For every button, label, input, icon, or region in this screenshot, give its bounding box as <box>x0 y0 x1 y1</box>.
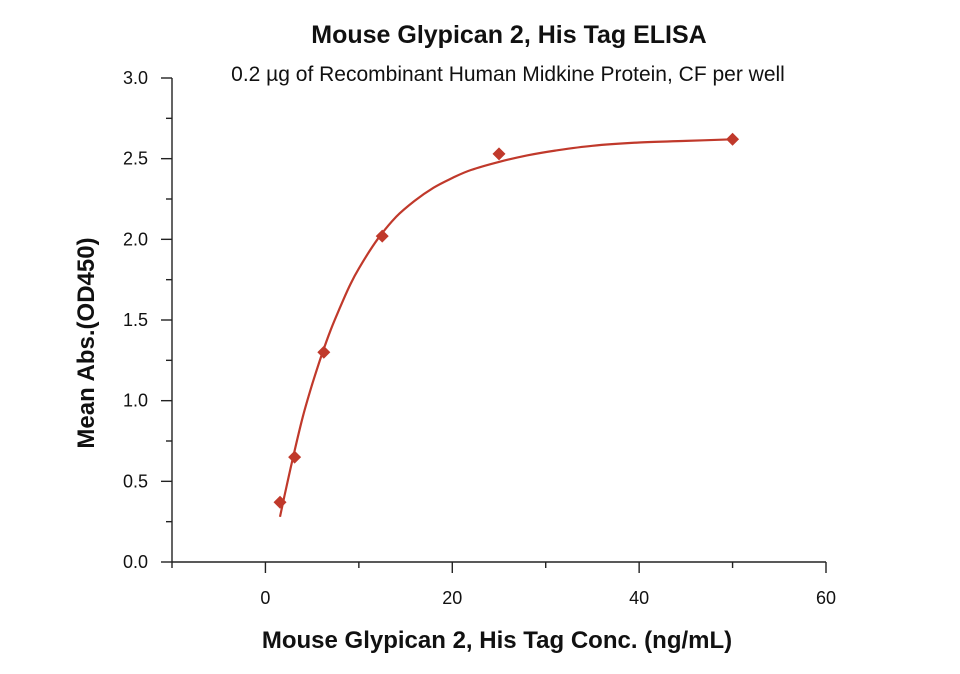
y-tick-label: 1.5 <box>123 310 148 330</box>
data-point-diamond <box>288 450 302 464</box>
x-tick-label: 60 <box>816 588 836 608</box>
fit-curve-group <box>278 138 733 518</box>
data-point-diamond <box>375 229 389 243</box>
axes: 0.0 0.5 1.0 1.5 2.0 2.5 3.0 0 20 40 60 <box>123 68 836 608</box>
chart-title: Mouse Glypican 2, His Tag ELISA <box>311 21 706 49</box>
data-point-diamond <box>492 147 506 161</box>
y-tick-label: 0.0 <box>123 552 148 572</box>
fit-curve <box>278 138 733 518</box>
x-tick-label: 40 <box>629 588 649 608</box>
x-tick-label: 20 <box>442 588 462 608</box>
x-tick-label: 0 <box>260 588 270 608</box>
y-tick-label: 1.0 <box>123 391 148 411</box>
chart-subtitle: 0.2 µg of Recombinant Human Midkine Prot… <box>231 63 785 86</box>
y-axis-label: Mean Abs.(OD450) <box>73 237 100 448</box>
y-tick-label: 2.0 <box>123 229 148 249</box>
y-tick-label: 3.0 <box>123 68 148 88</box>
y-tick-label: 2.5 <box>123 149 148 169</box>
y-tick-label: 0.5 <box>123 471 148 491</box>
data-point-diamond <box>726 132 740 146</box>
x-axis-label: Mouse Glypican 2, His Tag Conc. (ng/mL) <box>262 627 732 654</box>
data-point-diamond <box>273 495 287 509</box>
data-point-diamond <box>317 345 331 359</box>
data-points <box>273 132 740 509</box>
